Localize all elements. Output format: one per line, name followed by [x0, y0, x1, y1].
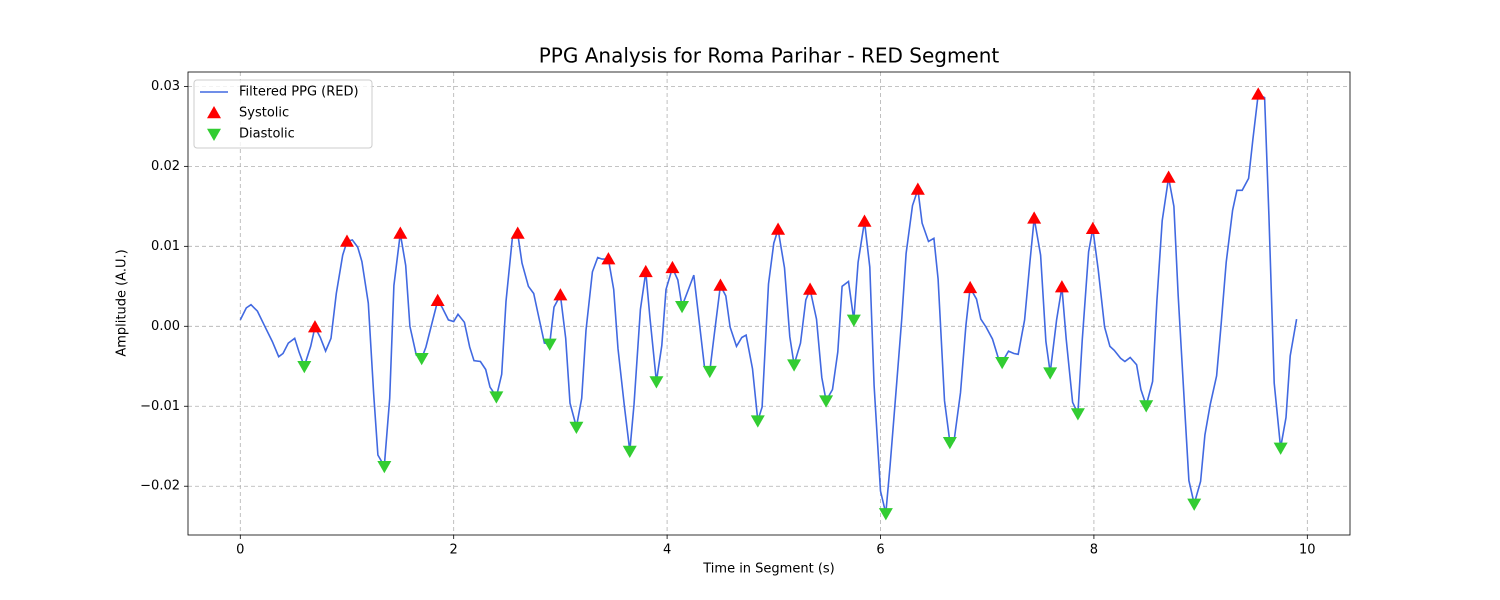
- diastolic-marker: [878, 508, 893, 521]
- diastolic-marker: [702, 365, 717, 379]
- x-axis-label: Time in Segment (s): [702, 562, 834, 577]
- x-tick-label: 10: [1299, 543, 1316, 558]
- legend-swatch: [207, 106, 221, 119]
- diastolic-marker: [846, 314, 861, 327]
- diastolic-marker: [942, 436, 957, 450]
- systolic-marker: [1027, 211, 1042, 224]
- diastolic-marker: [414, 353, 429, 366]
- legend-box: [193, 79, 373, 149]
- diastolic-marker: [542, 338, 557, 351]
- legend-label: Systolic: [239, 106, 289, 121]
- systolic-marker: [665, 260, 680, 274]
- diastolic-marker: [819, 395, 834, 408]
- y-tick-label: 0.00: [151, 319, 180, 334]
- systolic-marker: [393, 226, 408, 239]
- legend-label: Filtered PPG (RED): [239, 85, 359, 100]
- diastolic-marker: [489, 391, 504, 404]
- legend: Filtered PPG (RED) Systolic Diastolic: [193, 79, 373, 149]
- y-tick-label: 0.02: [151, 159, 180, 174]
- systolic-marker: [1054, 280, 1069, 293]
- systolic-marker: [1161, 170, 1176, 183]
- x-tick-label: 2: [450, 543, 458, 558]
- diastolic-marker: [1070, 408, 1085, 421]
- diastolic-marker: [1139, 400, 1154, 413]
- legend-label: Diastolic: [239, 127, 295, 142]
- chart-title: PPG Analysis for Roma Parihar - RED Segm…: [539, 44, 1000, 68]
- systolic-marker: [510, 226, 525, 239]
- systolic-marker: [601, 252, 616, 265]
- diastolic-marker: [787, 359, 802, 372]
- systolic-marker: [713, 278, 728, 291]
- systolic-marker: [803, 282, 818, 295]
- systolic-marker: [430, 293, 445, 306]
- systolic-marker: [963, 280, 978, 294]
- systolic-marker: [910, 182, 925, 195]
- systolic-marker: [857, 214, 872, 227]
- y-tick-label: 0.01: [151, 239, 180, 254]
- systolic-marker: [553, 288, 568, 301]
- diastolic-marker: [649, 376, 664, 389]
- systolic-marker: [339, 234, 354, 247]
- systolic-marker: [307, 320, 322, 333]
- diastolic-marker: [1273, 442, 1288, 455]
- diastolic-marker: [1187, 498, 1202, 511]
- y-tick-label: 0.03: [151, 79, 180, 94]
- diastolic-marker: [1043, 367, 1058, 380]
- plot-frame: [187, 71, 1351, 536]
- diastolic-marker: [297, 361, 312, 374]
- y-tick-label: −0.02: [140, 479, 180, 494]
- x-tick-label: 0: [236, 543, 244, 558]
- legend-swatch: [207, 128, 221, 141]
- systolic-marker: [771, 222, 786, 235]
- systolic-marker: [1251, 87, 1266, 100]
- x-tick-label: 8: [1090, 543, 1098, 558]
- diastolic-marker: [622, 445, 637, 459]
- diastolic-marker: [995, 357, 1010, 370]
- x-tick-label: 6: [876, 543, 884, 558]
- diastolic-marker: [675, 301, 690, 314]
- y-tick-label: −0.01: [140, 399, 180, 414]
- ppg-line: [239, 93, 1298, 514]
- y-axis-label: Amplitude (A.U.): [115, 249, 130, 356]
- diastolic-marker: [569, 421, 584, 435]
- diastolic-marker: [377, 460, 392, 474]
- x-tick-label: 4: [663, 543, 671, 558]
- systolic-marker: [638, 264, 653, 278]
- diastolic-marker: [750, 415, 765, 428]
- systolic-marker: [1085, 221, 1100, 234]
